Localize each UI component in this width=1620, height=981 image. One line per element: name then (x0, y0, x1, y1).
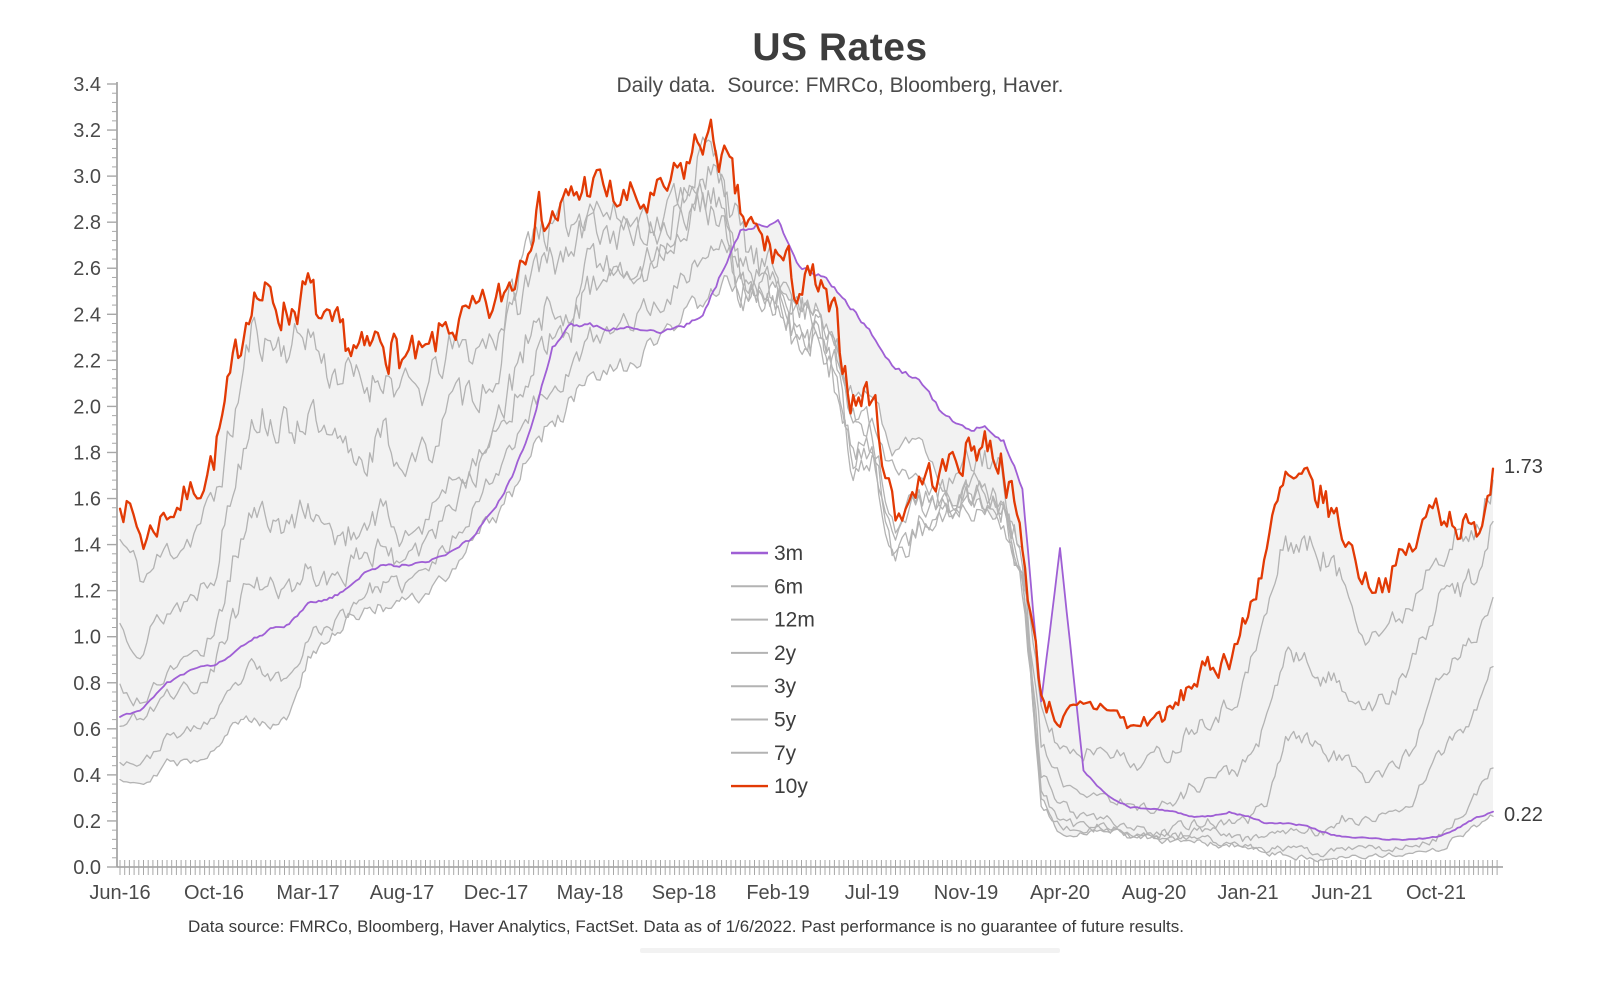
legend-label-10y: 10y (774, 775, 808, 798)
y-tick-label: 1.4 (73, 535, 101, 557)
series-line-5y (119, 163, 1494, 814)
y-tick-label: 0.0 (73, 857, 101, 879)
y-tick-label: 3.0 (73, 166, 101, 188)
y-tick-label: 2.0 (73, 396, 101, 418)
x-tick-label: Oct-21 (1406, 882, 1466, 904)
x-tick-label: Aug-17 (370, 882, 435, 904)
y-tick-label: 3.2 (73, 120, 101, 142)
x-tick-label: Sep-18 (652, 882, 717, 904)
x-tick-label: May-18 (557, 882, 624, 904)
y-tick-label: 0.6 (73, 719, 101, 741)
watermark-smudge (640, 948, 1060, 953)
legend-label-12m: 12m (774, 609, 815, 632)
y-tick-label: 0.8 (73, 673, 101, 695)
y-tick-label: 1.2 (73, 581, 101, 603)
last-value-label-3m: 0.22 (1504, 804, 1543, 826)
x-tick-label: Dec-17 (464, 882, 528, 904)
legend-label-5y: 5y (774, 709, 797, 732)
legend-label-2y: 2y (774, 642, 797, 665)
legend-label-3m: 3m (774, 542, 803, 565)
series-line-3y (119, 183, 1494, 839)
y-tick-label: 2.6 (73, 258, 101, 280)
footer-disclaimer: Data source: FMRCo, Bloomberg, Haver Ana… (188, 917, 1184, 936)
x-axis-ticks: Jun-16 Oct-16 Mar-17 Aug-17 Dec-17 May-18 Sep-… (89, 860, 1498, 904)
y-tick-label: 3.4 (73, 74, 101, 96)
x-tick-label: Apr-20 (1030, 882, 1090, 904)
chart-subtitle: Daily data. Source: FMRCo, Bloomberg, Ha… (616, 74, 1064, 97)
x-tick-label: Mar-17 (276, 882, 339, 904)
y-tick-label: 2.8 (73, 212, 101, 234)
y-axis-ticks: 0.0 0.2 0.4 0.6 0.8 1.0 1.2 1.4 1.6 1.8 2.0 2.2 2.4 2… (73, 74, 117, 879)
y-tick-label: 1.8 (73, 442, 101, 464)
y-tick-label: 0.4 (73, 765, 101, 787)
y-tick-label: 2.4 (73, 304, 101, 326)
last-value-label-10y: 1.73 (1504, 456, 1543, 478)
x-tick-label: Jul-19 (845, 882, 899, 904)
series-line-10y (118, 118, 1495, 730)
legend-label-7y: 7y (774, 742, 797, 765)
x-tick-label: Nov-19 (934, 882, 998, 904)
legend-label-3y: 3y (774, 675, 797, 698)
y-tick-label: 1.0 (73, 627, 101, 649)
x-tick-label: Jun-21 (1311, 882, 1372, 904)
x-tick-label: Aug-20 (1122, 882, 1187, 904)
series-line-7y (119, 136, 1494, 771)
legend-label-6m: 6m (774, 575, 803, 598)
x-tick-label: Jan-21 (1217, 882, 1278, 904)
series-line-2y (119, 192, 1494, 843)
chart-title: US Rates (752, 26, 928, 69)
area-under-6m (120, 273, 1493, 867)
series-line-12m (119, 238, 1494, 858)
legend: 3m 6m 12m 2y 3y 5y 7y 10y (731, 542, 815, 798)
x-tick-label: Feb-19 (746, 882, 809, 904)
x-tick-label: Jun-16 (89, 882, 150, 904)
y-tick-label: 0.2 (73, 811, 101, 833)
y-tick-label: 1.6 (73, 489, 101, 511)
y-tick-label: 2.2 (73, 350, 101, 372)
x-tick-label: Oct-16 (184, 882, 244, 904)
